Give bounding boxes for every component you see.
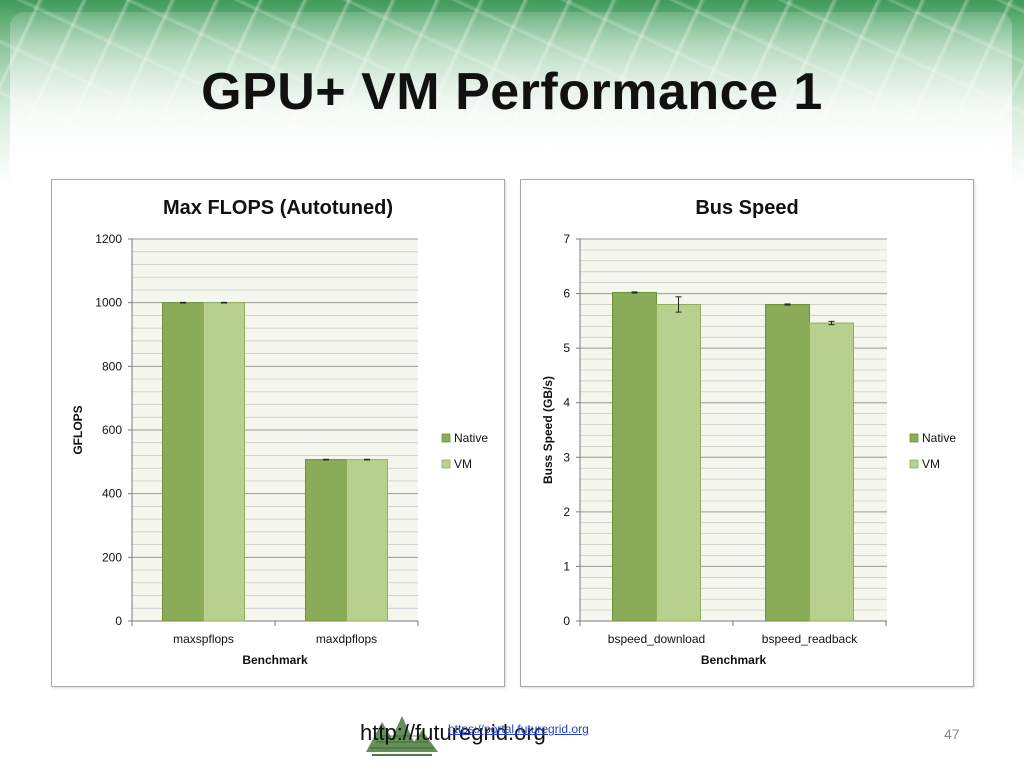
- y-tick-label: 6: [563, 287, 570, 301]
- legend-label-vm: VM: [454, 457, 472, 471]
- legend-swatch-vm: [909, 459, 919, 469]
- y-tick-label: 2: [563, 505, 570, 519]
- x-category-label: maxdpflops: [316, 632, 377, 646]
- bus-speed-chart: Bus Speed 0 1 2 3 4 5 6 7 bspeed_download bspeed_r…: [541, 197, 956, 667]
- bar-vm-bspeed_download: [656, 303, 701, 622]
- chart-panel-max-flops: Max FLOPS (Autotuned) 0 200 400 600 800 1000 12…: [51, 179, 505, 687]
- x-axis-title: Benchmark: [242, 653, 308, 667]
- footer-portal-link[interactable]: https://portal.futuregrid.org: [448, 722, 589, 736]
- y-tick-label: 600: [102, 423, 122, 437]
- y-tick-label: 0: [115, 614, 122, 628]
- x-category-label: bspeed_download: [608, 632, 705, 646]
- futuregrid-logo: [366, 716, 438, 756]
- x-axis-title: Benchmark: [701, 653, 767, 667]
- y-tick-label: 200: [102, 550, 122, 564]
- slide-title: GPU+ VM Performance 1: [201, 63, 823, 121]
- x-category-label: bspeed_readback: [762, 632, 858, 646]
- legend-label-native: Native: [454, 431, 488, 445]
- y-axis-title: Buss Speed (GB/s): [541, 376, 555, 484]
- max-flops-chart: Max FLOPS (Autotuned) 0 200 400 600 800 1000 12…: [71, 197, 488, 667]
- legend-swatch-native: [909, 433, 919, 443]
- bar-native-maxdpflops: [305, 459, 347, 622]
- y-tick-label: 1000: [95, 296, 122, 310]
- y-axis-title: GFLOPS: [71, 405, 85, 454]
- legend-swatch-native: [441, 433, 451, 443]
- bar-vm-maxdpflops: [346, 459, 388, 622]
- slide-number: 47: [944, 726, 960, 742]
- y-tick-label: 0: [563, 614, 570, 628]
- bar-native-bspeed_download: [612, 291, 657, 622]
- x-category-label: maxspflops: [173, 632, 234, 646]
- bar-vm-bspeed_readback: [809, 322, 854, 622]
- y-tick-label: 400: [102, 487, 122, 501]
- legend-label-native: Native: [922, 431, 956, 445]
- chart-title: Max FLOPS (Autotuned): [163, 197, 393, 219]
- y-tick-label: 3: [563, 450, 570, 464]
- bar-vm-maxspflops: [203, 302, 245, 622]
- y-tick-label: 800: [102, 359, 122, 373]
- chart-title: Bus Speed: [695, 197, 798, 219]
- bar-native-bspeed_readback: [765, 303, 810, 622]
- chart-panel-bus-speed: Bus Speed 0 1 2 3 4 5 6 7 bspeed_download bspeed_r…: [520, 179, 974, 687]
- y-tick-label: 1200: [95, 232, 122, 246]
- y-tick-label: 5: [563, 341, 570, 355]
- footer-url[interactable]: http://futuregrid.org: [360, 720, 546, 745]
- bar-native-maxspflops: [162, 302, 204, 622]
- legend-label-vm: VM: [922, 457, 940, 471]
- legend-swatch-vm: [441, 459, 451, 469]
- y-tick-label: 4: [563, 396, 570, 410]
- y-tick-label: 7: [563, 232, 570, 246]
- y-tick-label: 1: [563, 559, 570, 573]
